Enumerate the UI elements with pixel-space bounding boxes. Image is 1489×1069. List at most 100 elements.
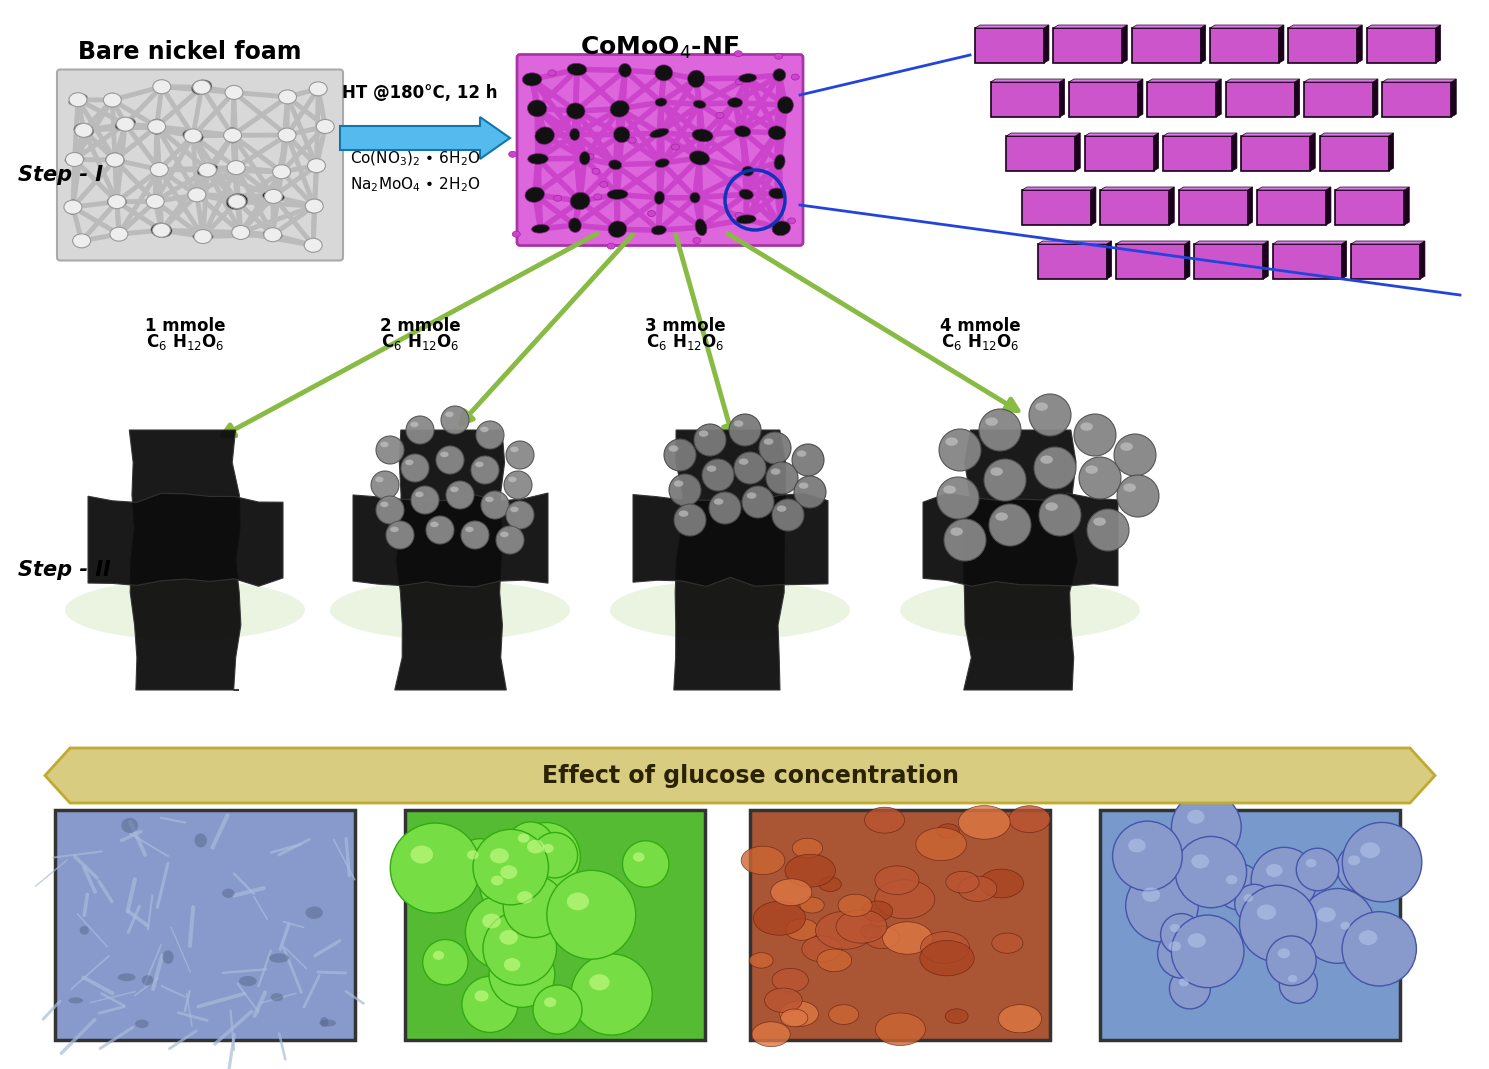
Ellipse shape bbox=[457, 839, 503, 885]
Ellipse shape bbox=[240, 976, 256, 986]
Ellipse shape bbox=[146, 195, 164, 208]
Ellipse shape bbox=[610, 100, 630, 118]
Polygon shape bbox=[1319, 136, 1389, 171]
Polygon shape bbox=[1404, 187, 1409, 226]
Ellipse shape bbox=[310, 82, 328, 96]
Polygon shape bbox=[1389, 133, 1394, 171]
Ellipse shape bbox=[753, 901, 806, 935]
Polygon shape bbox=[675, 430, 786, 690]
Ellipse shape bbox=[468, 850, 478, 859]
Ellipse shape bbox=[1297, 848, 1339, 890]
Ellipse shape bbox=[957, 877, 996, 901]
Ellipse shape bbox=[409, 421, 418, 428]
Bar bbox=[405, 810, 704, 1040]
Ellipse shape bbox=[780, 1002, 819, 1026]
Polygon shape bbox=[1100, 187, 1175, 190]
Ellipse shape bbox=[773, 68, 786, 81]
Polygon shape bbox=[1217, 79, 1221, 118]
Polygon shape bbox=[1248, 187, 1252, 226]
Ellipse shape bbox=[406, 416, 433, 444]
Ellipse shape bbox=[1243, 894, 1254, 902]
Ellipse shape bbox=[107, 196, 127, 207]
Ellipse shape bbox=[1278, 948, 1289, 958]
Ellipse shape bbox=[228, 195, 246, 208]
Ellipse shape bbox=[546, 870, 636, 959]
Ellipse shape bbox=[899, 580, 1141, 640]
Ellipse shape bbox=[608, 243, 615, 249]
Polygon shape bbox=[1288, 28, 1358, 63]
Text: 3 mmole: 3 mmole bbox=[645, 317, 725, 335]
Ellipse shape bbox=[74, 236, 88, 245]
Ellipse shape bbox=[771, 468, 780, 475]
Ellipse shape bbox=[479, 864, 529, 913]
Ellipse shape bbox=[613, 126, 630, 142]
Polygon shape bbox=[1263, 241, 1269, 279]
Ellipse shape bbox=[465, 527, 474, 532]
Ellipse shape bbox=[876, 866, 919, 895]
Ellipse shape bbox=[628, 137, 636, 143]
Ellipse shape bbox=[474, 830, 548, 904]
Ellipse shape bbox=[610, 580, 850, 640]
Ellipse shape bbox=[112, 230, 127, 238]
Ellipse shape bbox=[508, 822, 554, 868]
Polygon shape bbox=[1310, 133, 1315, 171]
Ellipse shape bbox=[226, 88, 241, 97]
Polygon shape bbox=[1242, 136, 1310, 171]
Ellipse shape bbox=[734, 420, 743, 427]
Polygon shape bbox=[1132, 28, 1200, 63]
Ellipse shape bbox=[1112, 821, 1182, 890]
Ellipse shape bbox=[1239, 885, 1316, 962]
Text: Co(NO$_3$)$_2$ • 6H$_2$O: Co(NO$_3$)$_2$ • 6H$_2$O bbox=[350, 150, 481, 169]
Ellipse shape bbox=[675, 503, 706, 536]
Polygon shape bbox=[1194, 244, 1263, 279]
Ellipse shape bbox=[773, 969, 809, 992]
Ellipse shape bbox=[532, 224, 549, 233]
Ellipse shape bbox=[232, 228, 249, 237]
Ellipse shape bbox=[590, 974, 609, 991]
Polygon shape bbox=[633, 494, 828, 587]
Polygon shape bbox=[975, 28, 1044, 63]
Ellipse shape bbox=[149, 119, 165, 135]
Polygon shape bbox=[1231, 133, 1237, 171]
Ellipse shape bbox=[1342, 912, 1416, 986]
Ellipse shape bbox=[1175, 836, 1246, 908]
Ellipse shape bbox=[1129, 838, 1145, 852]
Ellipse shape bbox=[223, 128, 241, 142]
Ellipse shape bbox=[992, 933, 1023, 954]
Ellipse shape bbox=[518, 834, 530, 842]
Ellipse shape bbox=[436, 446, 465, 474]
Polygon shape bbox=[1069, 79, 1144, 82]
Ellipse shape bbox=[482, 912, 557, 986]
Ellipse shape bbox=[390, 823, 481, 913]
Ellipse shape bbox=[508, 477, 517, 482]
Ellipse shape bbox=[272, 165, 290, 179]
Polygon shape bbox=[1211, 25, 1284, 28]
Ellipse shape bbox=[567, 893, 590, 911]
Ellipse shape bbox=[593, 168, 600, 174]
Ellipse shape bbox=[619, 63, 631, 77]
Ellipse shape bbox=[331, 580, 570, 640]
Ellipse shape bbox=[780, 1009, 809, 1027]
Ellipse shape bbox=[386, 521, 414, 549]
Text: Step - II: Step - II bbox=[18, 560, 110, 580]
Ellipse shape bbox=[944, 520, 986, 561]
Ellipse shape bbox=[792, 838, 822, 858]
Polygon shape bbox=[1273, 244, 1342, 279]
Ellipse shape bbox=[995, 512, 1008, 521]
Ellipse shape bbox=[838, 894, 873, 916]
Ellipse shape bbox=[862, 901, 893, 921]
Ellipse shape bbox=[800, 897, 825, 913]
Ellipse shape bbox=[150, 197, 161, 206]
Ellipse shape bbox=[270, 954, 289, 963]
Ellipse shape bbox=[817, 949, 852, 972]
Ellipse shape bbox=[74, 123, 92, 137]
Ellipse shape bbox=[798, 482, 809, 489]
Ellipse shape bbox=[978, 409, 1021, 451]
Ellipse shape bbox=[535, 127, 554, 144]
Ellipse shape bbox=[1087, 509, 1129, 551]
Polygon shape bbox=[1075, 133, 1080, 171]
Ellipse shape bbox=[317, 122, 334, 131]
Ellipse shape bbox=[543, 997, 557, 1007]
Polygon shape bbox=[975, 25, 1048, 28]
Ellipse shape bbox=[405, 460, 414, 465]
